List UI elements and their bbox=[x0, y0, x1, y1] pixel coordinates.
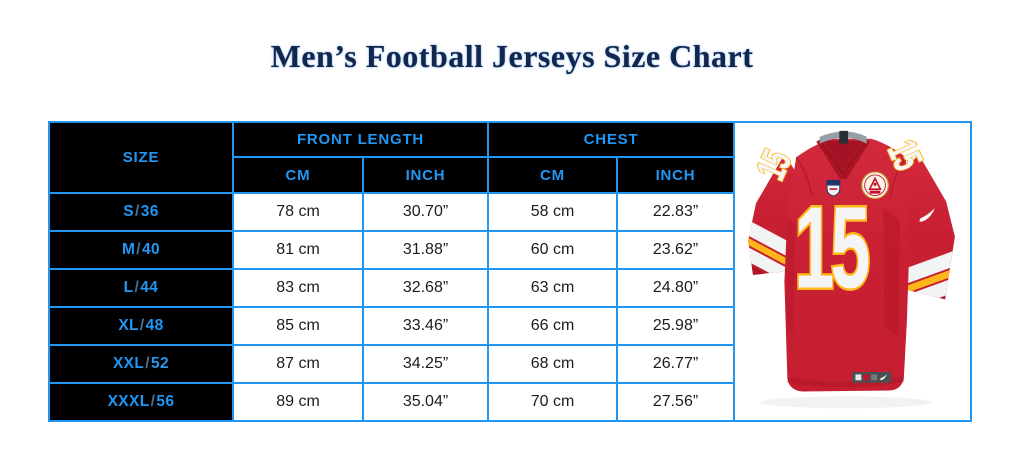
subheader-chest-cm: CM bbox=[487, 156, 618, 194]
collar-tag bbox=[839, 130, 849, 144]
chest-cm-value: 68 cm bbox=[487, 344, 618, 384]
jersey-body bbox=[784, 138, 910, 392]
column-header-chest: CHEST bbox=[487, 121, 735, 158]
table-row: L/44 83 cm 32.68” 63 cm 24.80” bbox=[48, 268, 971, 308]
front-length-inch-value: 32.68” bbox=[362, 268, 489, 308]
jersey-collar bbox=[816, 130, 871, 180]
size-chart-table: SIZE FRONT LENGTH CHEST bbox=[48, 121, 972, 422]
size-label: XL/48 bbox=[48, 306, 234, 346]
size-label: M/40 bbox=[48, 230, 234, 270]
front-length-inch-value: 30.70” bbox=[362, 192, 489, 232]
subheader-front-inch: INCH bbox=[362, 156, 489, 194]
front-length-cm-value: 89 cm bbox=[232, 382, 364, 422]
chest-cm-value: 66 cm bbox=[487, 306, 618, 346]
jersey-image-cell: 15 15 15 bbox=[733, 121, 972, 422]
table-row: XXL/52 87 cm 34.25” 68 cm 26.77” bbox=[48, 344, 971, 384]
front-length-cm-value: 85 cm bbox=[232, 306, 364, 346]
chest-cm-value: 70 cm bbox=[487, 382, 618, 422]
front-length-inch-value: 35.04” bbox=[362, 382, 489, 422]
front-length-inch-value: 31.88” bbox=[362, 230, 489, 270]
header-group-row: SIZE FRONT LENGTH CHEST bbox=[48, 121, 972, 422]
size-label: XXL/52 bbox=[48, 344, 234, 384]
page-title: Men’s Football Jerseys Size Chart bbox=[270, 38, 754, 74]
chest-inch-value: 22.83” bbox=[616, 192, 735, 232]
chest-inch-value: 27.56” bbox=[616, 382, 735, 422]
nfl-shield-logo bbox=[826, 179, 841, 197]
column-header-size: SIZE bbox=[48, 121, 234, 194]
front-length-cm-value: 87 cm bbox=[232, 344, 364, 384]
jock-tag bbox=[852, 371, 892, 383]
size-label: XXXL/56 bbox=[48, 382, 234, 422]
column-header-front-length: FRONT LENGTH bbox=[232, 121, 489, 158]
chest-inch-value: 25.98” bbox=[616, 306, 735, 346]
front-length-cm-value: 83 cm bbox=[232, 268, 364, 308]
size-label: L/44 bbox=[48, 268, 234, 308]
front-length-inch-value: 34.25” bbox=[362, 344, 489, 384]
subheader-front-cm: CM bbox=[232, 156, 364, 194]
table-row: S/36 78 cm 30.70” 58 cm 22.83” bbox=[48, 192, 971, 232]
chest-inch-value: 23.62” bbox=[616, 230, 735, 270]
size-label: S/36 bbox=[48, 192, 234, 232]
chiefs-patch-logo bbox=[861, 171, 889, 200]
front-length-cm-value: 78 cm bbox=[232, 192, 364, 232]
table-row: XL/48 85 cm 33.46” 66 cm 25.98” bbox=[48, 306, 971, 346]
chest-cm-value: 58 cm bbox=[487, 192, 618, 232]
table-row: M/40 81 cm 31.88” 60 cm 23.62” bbox=[48, 230, 971, 270]
chest-cm-value: 60 cm bbox=[487, 230, 618, 270]
header-subcolumn-row: CM INCH CM INCH bbox=[49, 156, 971, 194]
chest-inch-value: 24.80” bbox=[616, 268, 735, 308]
jersey-image: 15 15 15 bbox=[747, 130, 955, 409]
subheader-chest-inch: INCH bbox=[616, 156, 735, 194]
chest-inch-value: 26.77” bbox=[616, 344, 735, 384]
jersey-shadow bbox=[759, 396, 933, 409]
front-length-cm-value: 81 cm bbox=[232, 230, 364, 270]
table-row: XXXL/56 89 cm 35.04” 70 cm 27.56” bbox=[48, 382, 971, 422]
nike-swoosh-icon bbox=[919, 208, 935, 222]
jersey-number-chest: 15 bbox=[794, 184, 868, 313]
chest-cm-value: 63 cm bbox=[487, 268, 618, 308]
front-length-inch-value: 33.46” bbox=[362, 306, 489, 346]
